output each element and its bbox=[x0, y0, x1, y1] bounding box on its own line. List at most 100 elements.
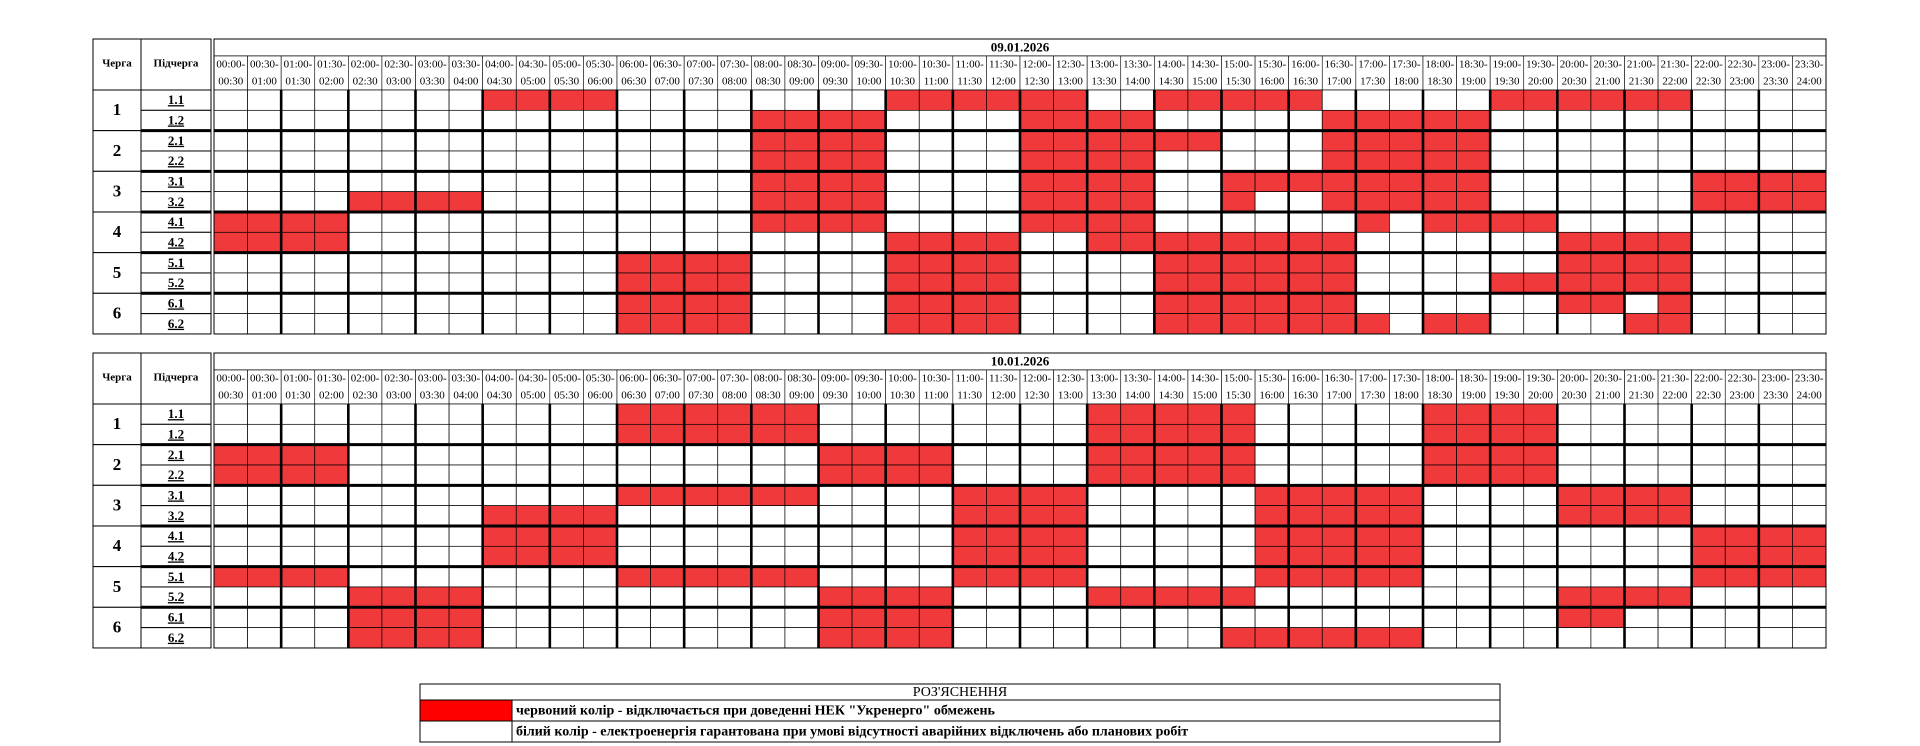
subgroup-label: 2.2 bbox=[168, 153, 184, 168]
slot-cell bbox=[482, 130, 517, 152]
slot-cell bbox=[952, 211, 987, 233]
slot-from: 21:00- bbox=[1627, 59, 1656, 71]
slot-cell bbox=[1321, 252, 1357, 274]
slot-cell bbox=[549, 606, 584, 628]
slot-cell bbox=[1792, 627, 1827, 649]
slot-cell bbox=[750, 423, 786, 446]
slot-cell bbox=[1489, 444, 1525, 466]
slot-cell bbox=[1456, 403, 1491, 425]
slot-cell bbox=[583, 566, 618, 588]
slot-cell bbox=[750, 211, 786, 233]
slot-cell bbox=[1792, 191, 1827, 213]
slot-cell bbox=[616, 109, 651, 132]
slot-cell bbox=[1489, 231, 1525, 253]
slot-cell bbox=[1389, 606, 1424, 628]
slot-cell bbox=[1691, 109, 1726, 132]
slot-cell bbox=[482, 545, 517, 567]
slot-cell bbox=[1523, 545, 1558, 567]
slot-cell bbox=[515, 130, 551, 152]
slot-cell bbox=[213, 525, 248, 547]
group-label: 6 bbox=[113, 304, 122, 323]
slot-cell bbox=[1792, 464, 1827, 486]
slot-cell bbox=[1758, 627, 1793, 649]
slot-cell bbox=[1590, 191, 1625, 213]
slot-cell bbox=[683, 211, 719, 233]
slot-cell bbox=[314, 586, 349, 608]
slot-from: 20:00- bbox=[1560, 59, 1589, 71]
slot-cell bbox=[1355, 484, 1390, 507]
slot-cell bbox=[381, 444, 416, 466]
slot-cell bbox=[784, 484, 819, 507]
slot-cell bbox=[818, 586, 853, 608]
slot-cell bbox=[1086, 211, 1122, 233]
slot-cell bbox=[1590, 403, 1625, 425]
slot-cell bbox=[1792, 545, 1827, 567]
slot-cell bbox=[280, 606, 316, 628]
slot-from: 07:00- bbox=[687, 373, 716, 385]
slot-cell bbox=[583, 231, 618, 253]
slot-cell bbox=[952, 252, 987, 274]
slot-cell bbox=[247, 606, 282, 628]
slot-from: 02:30- bbox=[384, 373, 413, 385]
slot-cell bbox=[1053, 606, 1088, 628]
slot-to: 08:00 bbox=[722, 76, 748, 88]
slot-cell bbox=[1792, 130, 1827, 152]
slot-cell bbox=[918, 313, 954, 335]
slot-cell bbox=[583, 109, 618, 132]
slot-from: 17:30- bbox=[1392, 59, 1421, 71]
slot-from: 20:30- bbox=[1593, 59, 1622, 71]
slot-cell bbox=[784, 545, 819, 567]
slot-cell bbox=[1221, 505, 1256, 527]
slot-cell bbox=[482, 403, 517, 425]
slot-cell bbox=[1456, 627, 1491, 649]
slot-from: 23:00- bbox=[1761, 373, 1790, 385]
slot-cell bbox=[549, 484, 584, 507]
slot-cell bbox=[381, 130, 416, 152]
slot-cell bbox=[616, 89, 651, 111]
slot-to: 18:00 bbox=[1394, 76, 1420, 88]
slot-cell bbox=[1456, 170, 1491, 193]
slot-to: 07:30 bbox=[688, 76, 714, 88]
slot-cell bbox=[1120, 231, 1155, 253]
slot-cell bbox=[1288, 272, 1323, 294]
slot-cell bbox=[448, 586, 484, 608]
slot-from: 00:30- bbox=[250, 59, 279, 71]
slot-cell bbox=[1691, 313, 1726, 335]
slot-cell bbox=[415, 211, 450, 233]
slot-cell bbox=[1624, 484, 1659, 507]
slot-cell bbox=[247, 505, 282, 527]
slot-cell bbox=[381, 525, 416, 547]
slot-cell bbox=[280, 231, 316, 253]
slot-cell bbox=[918, 525, 954, 547]
slot-cell bbox=[1556, 191, 1592, 213]
slot-cell bbox=[885, 272, 920, 294]
slot-cell bbox=[1389, 170, 1424, 193]
slot-to: 14:00 bbox=[1125, 76, 1151, 88]
slot-from: 06:00- bbox=[619, 59, 648, 71]
slot-to: 00:30 bbox=[218, 390, 244, 402]
slot-cell bbox=[381, 170, 416, 193]
slot-cell bbox=[1792, 252, 1827, 274]
slot-to: 15:00 bbox=[1192, 76, 1218, 88]
slot-cell bbox=[415, 525, 450, 547]
slot-to: 10:30 bbox=[890, 76, 916, 88]
slot-cell bbox=[381, 150, 416, 172]
slot-cell bbox=[213, 505, 248, 527]
slot-cell bbox=[1624, 423, 1659, 446]
slot-cell bbox=[1724, 444, 1760, 466]
slot-cell bbox=[247, 252, 282, 274]
slot-cell bbox=[818, 109, 853, 132]
slot-cell bbox=[1523, 150, 1558, 172]
slot-cell bbox=[885, 170, 920, 193]
slot-cell bbox=[1792, 292, 1827, 314]
slot-cell bbox=[549, 313, 584, 335]
slot-cell bbox=[1355, 150, 1390, 172]
slot-cell bbox=[347, 313, 383, 335]
slot-cell bbox=[415, 313, 450, 335]
slot-cell bbox=[1288, 191, 1323, 213]
slot-cell bbox=[750, 545, 786, 567]
slot-cell bbox=[415, 545, 450, 567]
slot-cell bbox=[448, 89, 484, 111]
time-cell bbox=[583, 55, 618, 91]
slot-cell bbox=[515, 403, 551, 425]
